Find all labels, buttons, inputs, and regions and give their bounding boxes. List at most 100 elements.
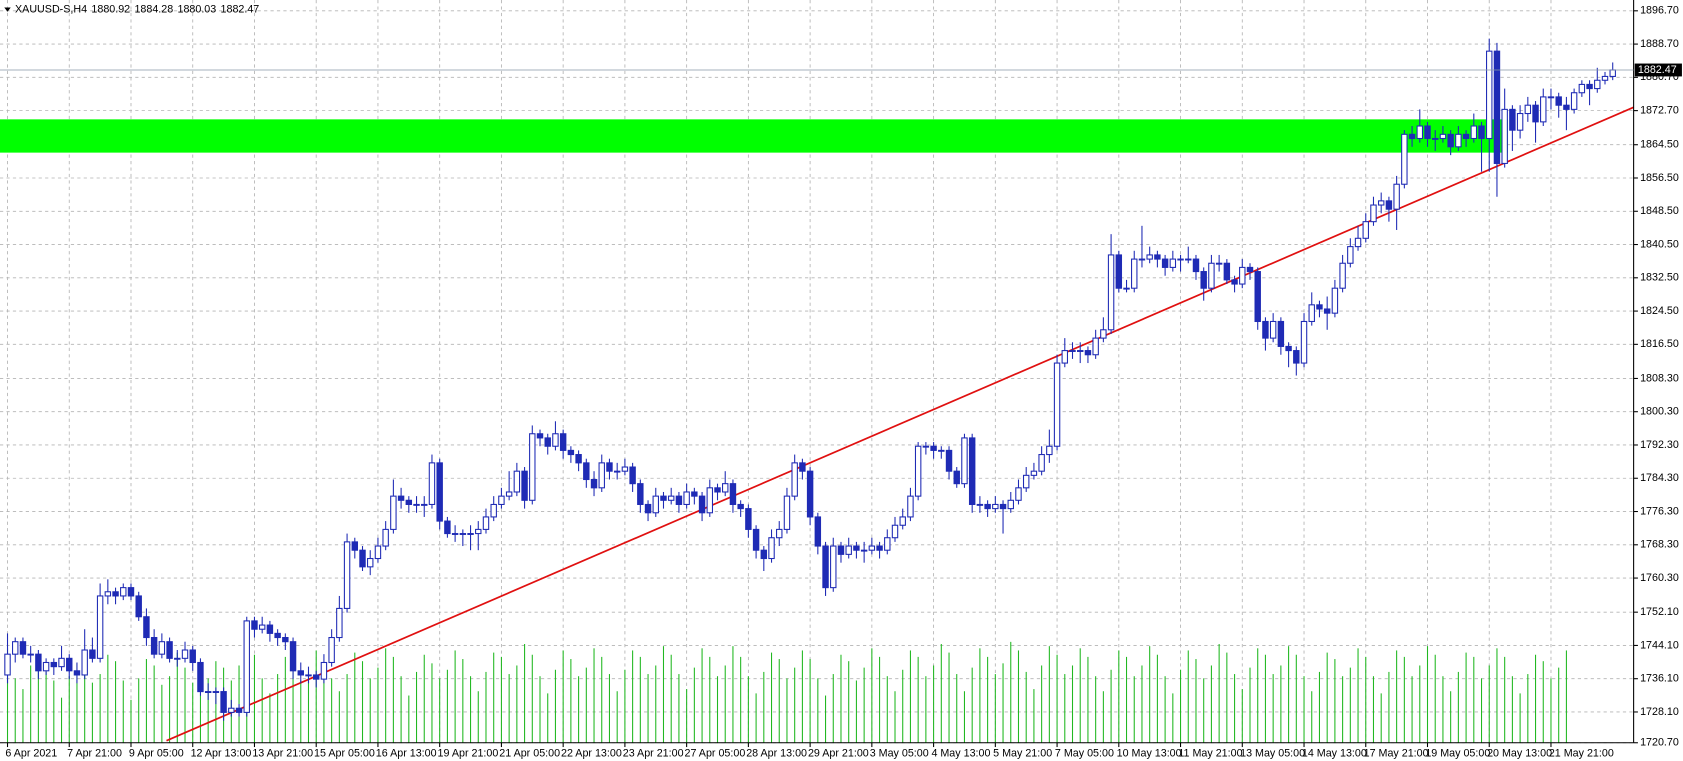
x-tick-label: 13 Apr 21:00 [252, 747, 313, 759]
candle-body [876, 545, 883, 551]
candle-body [1277, 320, 1285, 347]
candle-body [490, 503, 497, 518]
candle-body [66, 657, 73, 672]
candle-body [637, 483, 644, 505]
candle-body [860, 549, 868, 552]
x-tick-label: 12 Apr 13:00 [191, 747, 252, 759]
candle-body [498, 495, 505, 505]
candle-body [1061, 350, 1069, 364]
candle-body [1115, 254, 1123, 289]
candle-body [1323, 308, 1331, 314]
candle-body [1123, 287, 1130, 290]
candle-body [783, 495, 791, 530]
candle-body [359, 549, 366, 568]
candle-body [467, 533, 474, 535]
candle-body [644, 503, 652, 514]
candle-body [583, 462, 590, 481]
candle-body [12, 641, 19, 655]
candle-body [390, 495, 397, 530]
candle-body [1308, 304, 1315, 323]
candle-body [189, 649, 196, 664]
candle-body [552, 433, 559, 447]
candle-body [1547, 96, 1555, 99]
candle-body [598, 462, 605, 489]
candle-body [884, 537, 891, 551]
candle-body [567, 449, 575, 456]
candle-body [421, 503, 428, 506]
x-tick-label: 28 Apr 13:00 [746, 747, 807, 759]
candle-body [799, 462, 806, 472]
x-tick-label: 5 May 21:00 [993, 747, 1052, 759]
candle-body [621, 466, 629, 472]
candle-body [752, 528, 760, 551]
candle-body [660, 495, 667, 501]
candle-body [81, 649, 88, 676]
candle-body [174, 657, 181, 660]
candle-body [436, 462, 443, 522]
candle-body [1046, 445, 1053, 456]
candle-body [737, 503, 744, 510]
candle-body [691, 491, 698, 497]
candle-body [1408, 133, 1416, 140]
candle-body [1185, 258, 1192, 261]
candle-body [1269, 320, 1277, 339]
candle-body [297, 670, 304, 676]
candle-body [27, 653, 34, 656]
candle-body [1331, 287, 1339, 314]
candle-body [1092, 337, 1099, 356]
x-tick-label: 7 Apr 21:00 [67, 747, 122, 759]
candle-body [822, 545, 829, 589]
candle-body [1223, 262, 1231, 281]
candle-body [274, 632, 281, 639]
candle-body [1563, 104, 1570, 110]
candle-body [667, 495, 675, 501]
symbol: XAUUSD-S,H4 [15, 3, 87, 15]
candle-layer [4, 38, 1616, 721]
y-tick-label: 1752.10 [1640, 606, 1679, 618]
candle-body [1439, 133, 1447, 140]
x-tick-label: 20 May 13:00 [1487, 747, 1552, 759]
candle-body [220, 691, 227, 713]
candle-body [428, 462, 436, 505]
x-tick-label: 11 May 21:00 [1178, 747, 1242, 759]
candle-body [1007, 499, 1014, 510]
y-tick-label: 1776.30 [1640, 505, 1679, 517]
candle-body [1470, 125, 1478, 140]
candle-body [1293, 350, 1300, 364]
candle-body [629, 466, 636, 485]
x-tick-label: 16 Apr 13:00 [376, 747, 437, 759]
candle-body [675, 495, 683, 505]
candle-body [891, 524, 899, 539]
candle-body [722, 483, 729, 493]
x-tick-label: 29 Apr 21:00 [808, 747, 869, 759]
candle-body [1200, 271, 1207, 289]
candle-body [907, 495, 914, 518]
candle-body [505, 491, 513, 497]
candle-body [158, 641, 166, 655]
open: 1880.92 [91, 3, 130, 15]
candle-body [1231, 279, 1238, 285]
y-tick-label: 1808.30 [1640, 372, 1679, 384]
candle-body [706, 487, 714, 514]
high: 1884.28 [134, 3, 173, 15]
candle-body [127, 587, 135, 597]
y-tick-label: 1856.50 [1640, 172, 1679, 184]
y-tick-label: 1832.50 [1640, 272, 1679, 284]
candle-body [1540, 96, 1547, 123]
x-tick-label: 23 Apr 21:00 [623, 747, 684, 759]
y-tick-label: 1792.30 [1640, 439, 1679, 451]
candle-body [135, 595, 142, 618]
candle-body [1030, 470, 1038, 476]
candle-body [1084, 350, 1092, 356]
candle-body [73, 670, 81, 676]
candle-body [1416, 125, 1424, 140]
zone-layer [0, 119, 1508, 153]
candle-body [536, 433, 544, 439]
x-tick-label: 14 May 13:00 [1302, 747, 1367, 759]
x-tick-label: 22 Apr 13:00 [561, 747, 622, 759]
candle-body [120, 587, 127, 597]
candle-body [343, 541, 351, 609]
